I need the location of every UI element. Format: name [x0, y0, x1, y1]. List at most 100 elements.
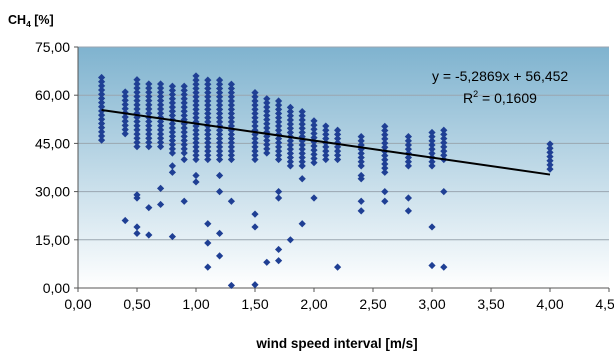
data-point — [275, 126, 283, 134]
trendline — [101, 109, 551, 176]
data-point — [121, 100, 129, 109]
x-tick-label: 0,50 — [123, 296, 150, 312]
x-axis-title: wind speed interval [m/s] — [255, 336, 417, 351]
data-point — [275, 155, 283, 164]
data-point — [404, 153, 412, 162]
data-point — [180, 136, 188, 145]
data-point — [298, 162, 306, 170]
data-point — [121, 125, 129, 134]
data-point — [227, 109, 235, 118]
data-point — [216, 101, 224, 109]
data-point — [322, 130, 330, 139]
data-point — [192, 105, 200, 113]
data-point — [145, 109, 153, 117]
data-point — [180, 103, 188, 111]
data-point — [263, 103, 271, 111]
data-point — [180, 99, 188, 107]
data-point — [168, 82, 176, 90]
data-point — [275, 194, 283, 202]
data-point — [204, 89, 212, 97]
data-point — [440, 263, 448, 271]
data-point — [157, 126, 165, 134]
data-point — [251, 109, 259, 118]
data-point — [98, 119, 106, 128]
data-point — [286, 116, 294, 124]
data-point — [227, 143, 235, 151]
data-point — [192, 118, 200, 126]
data-point — [133, 92, 141, 101]
data-point — [192, 101, 200, 109]
data-point — [227, 139, 235, 147]
data-point — [275, 122, 283, 130]
data-point — [216, 134, 224, 143]
data-point — [180, 90, 188, 99]
data-point — [310, 150, 318, 158]
y-tick-label: 15,00 — [35, 232, 70, 248]
data-point — [145, 122, 153, 130]
data-point — [145, 231, 153, 239]
data-point — [263, 136, 271, 145]
data-point — [157, 138, 165, 147]
data-point — [98, 124, 106, 132]
data-point — [428, 261, 436, 270]
data-point — [440, 126, 448, 134]
data-point — [204, 155, 212, 164]
data-point — [192, 143, 200, 151]
data-point — [298, 175, 306, 183]
data-point — [192, 126, 200, 134]
data-point — [168, 95, 176, 103]
data-point — [404, 141, 412, 149]
data-point — [133, 191, 141, 199]
data-point — [133, 88, 141, 96]
data-point — [133, 223, 141, 231]
data-point — [98, 78, 106, 86]
data-point — [157, 109, 165, 117]
data-point — [157, 130, 165, 138]
data-point — [168, 162, 176, 170]
data-point — [275, 134, 283, 143]
data-point — [216, 109, 224, 118]
data-point — [192, 151, 200, 159]
data-point — [192, 147, 200, 155]
data-point — [404, 145, 412, 153]
data-point — [286, 153, 294, 162]
y-tick-label: 45,00 — [35, 135, 70, 151]
data-point — [298, 145, 306, 153]
data-point — [133, 122, 141, 130]
data-point — [298, 120, 306, 128]
data-point — [275, 105, 283, 113]
data-point — [381, 188, 389, 196]
data-point — [145, 88, 153, 96]
data-point — [168, 136, 176, 145]
data-point — [381, 152, 389, 160]
data-point — [263, 99, 271, 107]
data-point — [381, 156, 389, 164]
data-point — [145, 92, 153, 101]
data-point — [192, 178, 200, 186]
data-point — [227, 134, 235, 143]
data-point — [334, 139, 342, 147]
data-point — [192, 93, 200, 101]
data-point — [298, 153, 306, 162]
data-point — [204, 109, 212, 118]
data-point — [381, 131, 389, 139]
data-point — [357, 149, 365, 157]
data-point — [157, 84, 165, 92]
data-point — [440, 130, 448, 139]
data-point — [216, 143, 224, 151]
data-point — [263, 258, 271, 266]
data-point — [357, 153, 365, 162]
data-point — [546, 165, 554, 173]
data-point — [334, 263, 342, 271]
data-point — [216, 114, 224, 122]
data-point — [204, 147, 212, 155]
data-point — [133, 130, 141, 138]
data-point — [133, 138, 141, 147]
data-point — [251, 105, 259, 113]
data-point — [98, 82, 106, 90]
data-point — [381, 164, 389, 172]
data-point — [310, 129, 318, 138]
data-point — [275, 114, 283, 122]
data-point — [157, 122, 165, 130]
data-point — [546, 157, 554, 165]
